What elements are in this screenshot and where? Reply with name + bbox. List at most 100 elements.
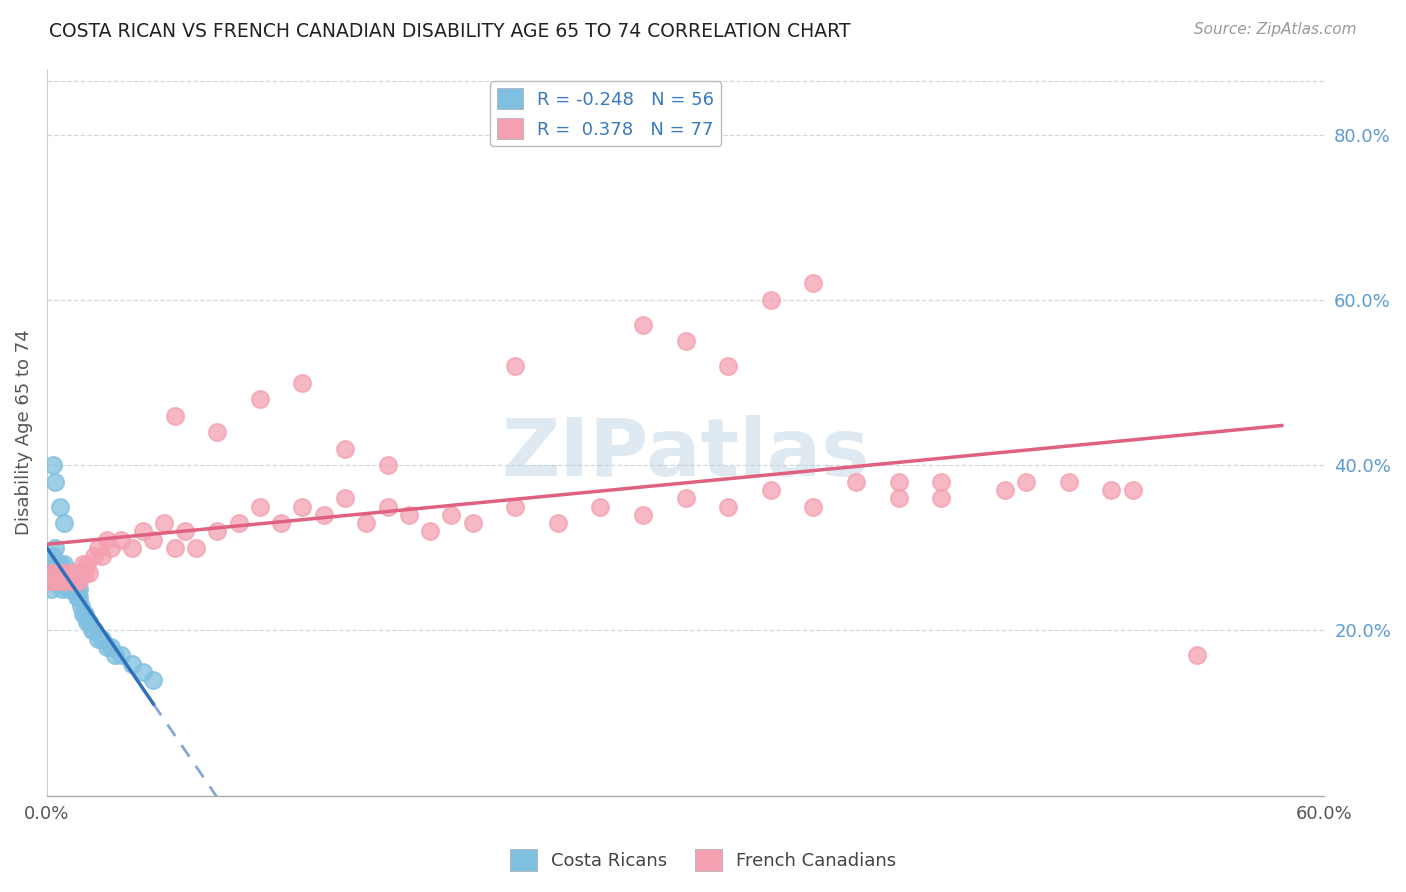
- Point: [44, 566, 66, 580]
- Point: [83, 549, 105, 563]
- Point: [291, 376, 314, 390]
- Point: [52, 566, 75, 580]
- Point: [887, 491, 910, 506]
- Point: [505, 500, 527, 514]
- Y-axis label: Disability Age 65 to 74: Disability Age 65 to 74: [15, 329, 32, 535]
- Point: [51, 582, 73, 596]
- Point: [52, 558, 75, 572]
- Point: [929, 491, 952, 506]
- Point: [72, 607, 94, 621]
- Point: [76, 558, 98, 572]
- Point: [63, 582, 86, 596]
- Point: [42, 566, 65, 580]
- Point: [377, 458, 399, 473]
- Point: [67, 591, 90, 605]
- Point: [38, 566, 60, 580]
- Point: [121, 541, 143, 555]
- Point: [333, 442, 356, 456]
- Legend: R = -0.248   N = 56, R =  0.378   N = 77: R = -0.248 N = 56, R = 0.378 N = 77: [491, 81, 721, 146]
- Point: [1122, 483, 1144, 497]
- Point: [48, 566, 70, 580]
- Point: [79, 615, 101, 630]
- Point: [75, 566, 97, 580]
- Point: [153, 516, 176, 530]
- Point: [79, 566, 101, 580]
- Point: [356, 516, 378, 530]
- Point: [39, 558, 62, 572]
- Point: [205, 524, 228, 539]
- Point: [461, 516, 484, 530]
- Point: [59, 574, 82, 588]
- Point: [46, 566, 69, 580]
- Point: [56, 566, 79, 580]
- Point: [44, 475, 66, 489]
- Point: [312, 508, 335, 522]
- Point: [131, 524, 153, 539]
- Point: [631, 318, 654, 332]
- Point: [631, 508, 654, 522]
- Point: [66, 591, 89, 605]
- Point: [51, 574, 73, 588]
- Point: [887, 475, 910, 489]
- Point: [52, 574, 75, 588]
- Point: [51, 574, 73, 588]
- Point: [142, 533, 165, 547]
- Point: [110, 648, 132, 663]
- Point: [52, 516, 75, 530]
- Point: [67, 582, 90, 596]
- Point: [66, 566, 89, 580]
- Point: [38, 574, 60, 588]
- Point: [759, 483, 782, 497]
- Point: [52, 566, 75, 580]
- Point: [205, 425, 228, 439]
- Point: [66, 582, 89, 596]
- Point: [91, 549, 114, 563]
- Point: [87, 632, 110, 646]
- Point: [994, 483, 1017, 497]
- Point: [56, 582, 79, 596]
- Point: [62, 574, 84, 588]
- Point: [96, 640, 118, 654]
- Point: [184, 541, 207, 555]
- Point: [55, 574, 77, 588]
- Point: [80, 624, 103, 638]
- Point: [42, 574, 65, 588]
- Point: [44, 541, 66, 555]
- Point: [42, 549, 65, 563]
- Point: [62, 566, 84, 580]
- Point: [163, 541, 186, 555]
- Point: [589, 500, 612, 514]
- Point: [55, 566, 77, 580]
- Point: [42, 574, 65, 588]
- Point: [163, 409, 186, 423]
- Point: [1057, 475, 1080, 489]
- Point: [505, 359, 527, 373]
- Point: [42, 458, 65, 473]
- Point: [67, 574, 90, 588]
- Point: [717, 359, 740, 373]
- Point: [70, 566, 93, 580]
- Point: [46, 558, 69, 572]
- Point: [803, 277, 825, 291]
- Point: [547, 516, 569, 530]
- Point: [110, 533, 132, 547]
- Point: [39, 566, 62, 580]
- Point: [75, 607, 97, 621]
- Point: [55, 574, 77, 588]
- Point: [675, 491, 697, 506]
- Point: [333, 491, 356, 506]
- Point: [104, 648, 127, 663]
- Point: [270, 516, 292, 530]
- Point: [44, 566, 66, 580]
- Point: [100, 640, 122, 654]
- Point: [63, 574, 86, 588]
- Point: [59, 582, 82, 596]
- Point: [62, 566, 84, 580]
- Point: [63, 574, 86, 588]
- Point: [929, 475, 952, 489]
- Point: [419, 524, 441, 539]
- Point: [72, 558, 94, 572]
- Point: [142, 673, 165, 687]
- Point: [174, 524, 197, 539]
- Point: [59, 574, 82, 588]
